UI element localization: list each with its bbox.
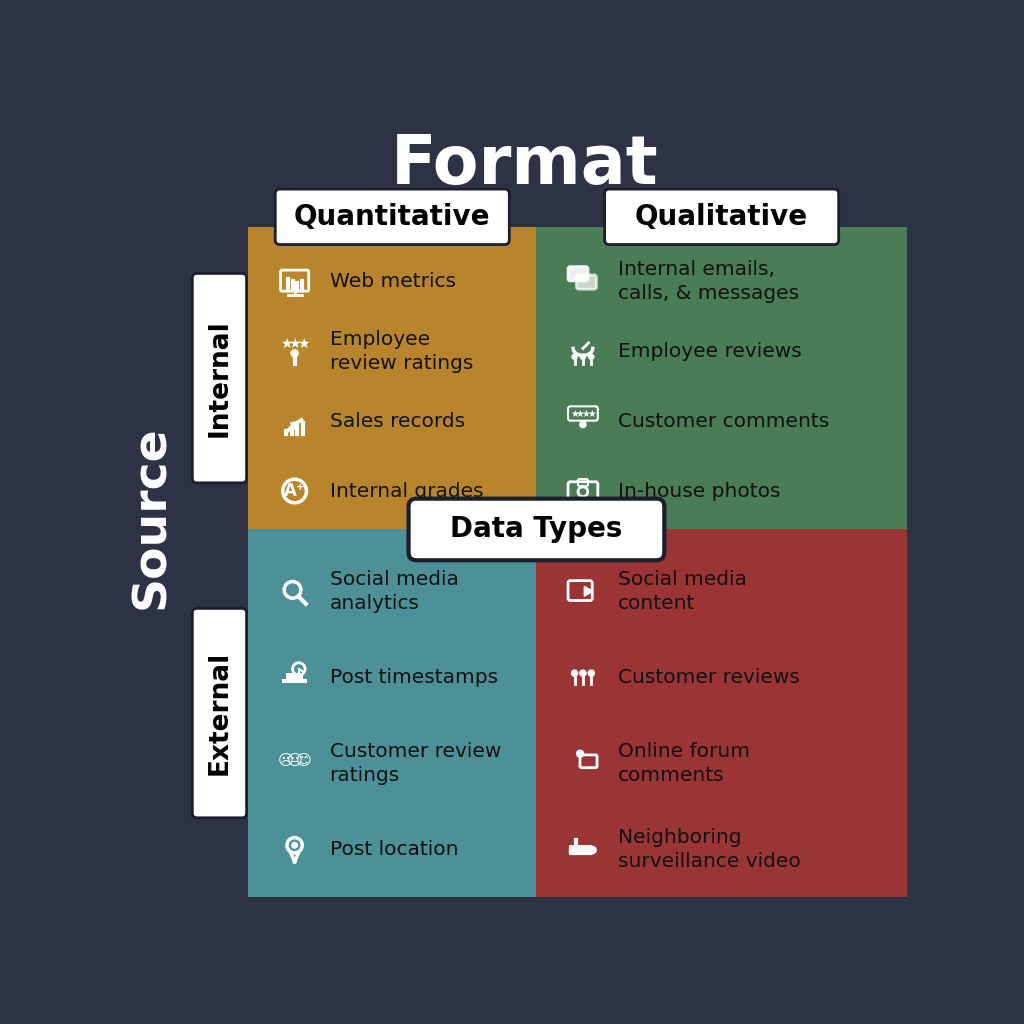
Text: Internal grades: Internal grades [330, 481, 483, 501]
Bar [287, 673, 303, 679]
FancyBboxPatch shape [275, 189, 509, 245]
FancyBboxPatch shape [193, 273, 247, 483]
Text: ★: ★ [289, 337, 301, 351]
Text: 😐: 😐 [287, 753, 302, 768]
FancyBboxPatch shape [568, 266, 588, 281]
Bar [248, 227, 537, 529]
Text: Social media
analytics: Social media analytics [330, 570, 459, 612]
Polygon shape [585, 587, 593, 596]
Text: 😊: 😊 [296, 753, 311, 768]
Bar [537, 529, 907, 897]
Text: Qualitative: Qualitative [635, 203, 808, 230]
Text: Online forum
comments: Online forum comments [617, 742, 750, 784]
Circle shape [571, 670, 578, 676]
Text: Customer review
ratings: Customer review ratings [330, 742, 501, 784]
Text: Customer comments: Customer comments [617, 412, 829, 431]
FancyBboxPatch shape [604, 189, 839, 245]
Text: Employee reviews: Employee reviews [617, 342, 802, 360]
Text: Data Types: Data Types [451, 515, 623, 544]
Text: Internal emails,
calls, & messages: Internal emails, calls, & messages [617, 260, 799, 303]
FancyBboxPatch shape [193, 608, 247, 818]
Text: Web metrics: Web metrics [330, 272, 456, 291]
Bar [248, 529, 537, 897]
Text: In-house photos: In-house photos [617, 481, 780, 501]
Text: Post timestamps: Post timestamps [330, 668, 498, 687]
Text: Neighboring
surveillance video: Neighboring surveillance video [617, 828, 801, 870]
Text: Internal: Internal [207, 319, 232, 437]
Text: ★: ★ [575, 409, 585, 419]
Text: ★: ★ [280, 337, 293, 351]
Circle shape [577, 751, 584, 757]
Text: ★: ★ [570, 409, 579, 419]
Text: ★: ★ [582, 409, 590, 419]
Bar [282, 679, 307, 683]
Text: Source: Source [129, 425, 174, 609]
Circle shape [581, 354, 586, 359]
Circle shape [291, 350, 298, 356]
Text: ★: ★ [587, 409, 596, 419]
Text: Quantitative: Quantitative [294, 203, 490, 230]
Text: Format: Format [391, 132, 658, 199]
Text: Customer reviews: Customer reviews [617, 668, 800, 687]
Bar [537, 227, 907, 529]
Circle shape [580, 422, 586, 428]
FancyBboxPatch shape [577, 274, 596, 289]
Circle shape [589, 847, 596, 854]
Circle shape [572, 354, 578, 359]
Text: Post location: Post location [330, 840, 458, 859]
Text: A⁺: A⁺ [284, 482, 305, 500]
Text: ★: ★ [297, 337, 309, 351]
Circle shape [588, 670, 594, 676]
Text: ☹: ☹ [278, 753, 294, 768]
Text: External: External [207, 651, 232, 775]
Circle shape [589, 354, 594, 359]
FancyBboxPatch shape [568, 845, 593, 855]
FancyBboxPatch shape [409, 499, 665, 560]
Text: Employee
review ratings: Employee review ratings [330, 330, 473, 373]
Text: Social media
content: Social media content [617, 570, 746, 612]
Circle shape [292, 843, 297, 848]
Circle shape [580, 670, 586, 676]
Text: Sales records: Sales records [330, 412, 465, 431]
